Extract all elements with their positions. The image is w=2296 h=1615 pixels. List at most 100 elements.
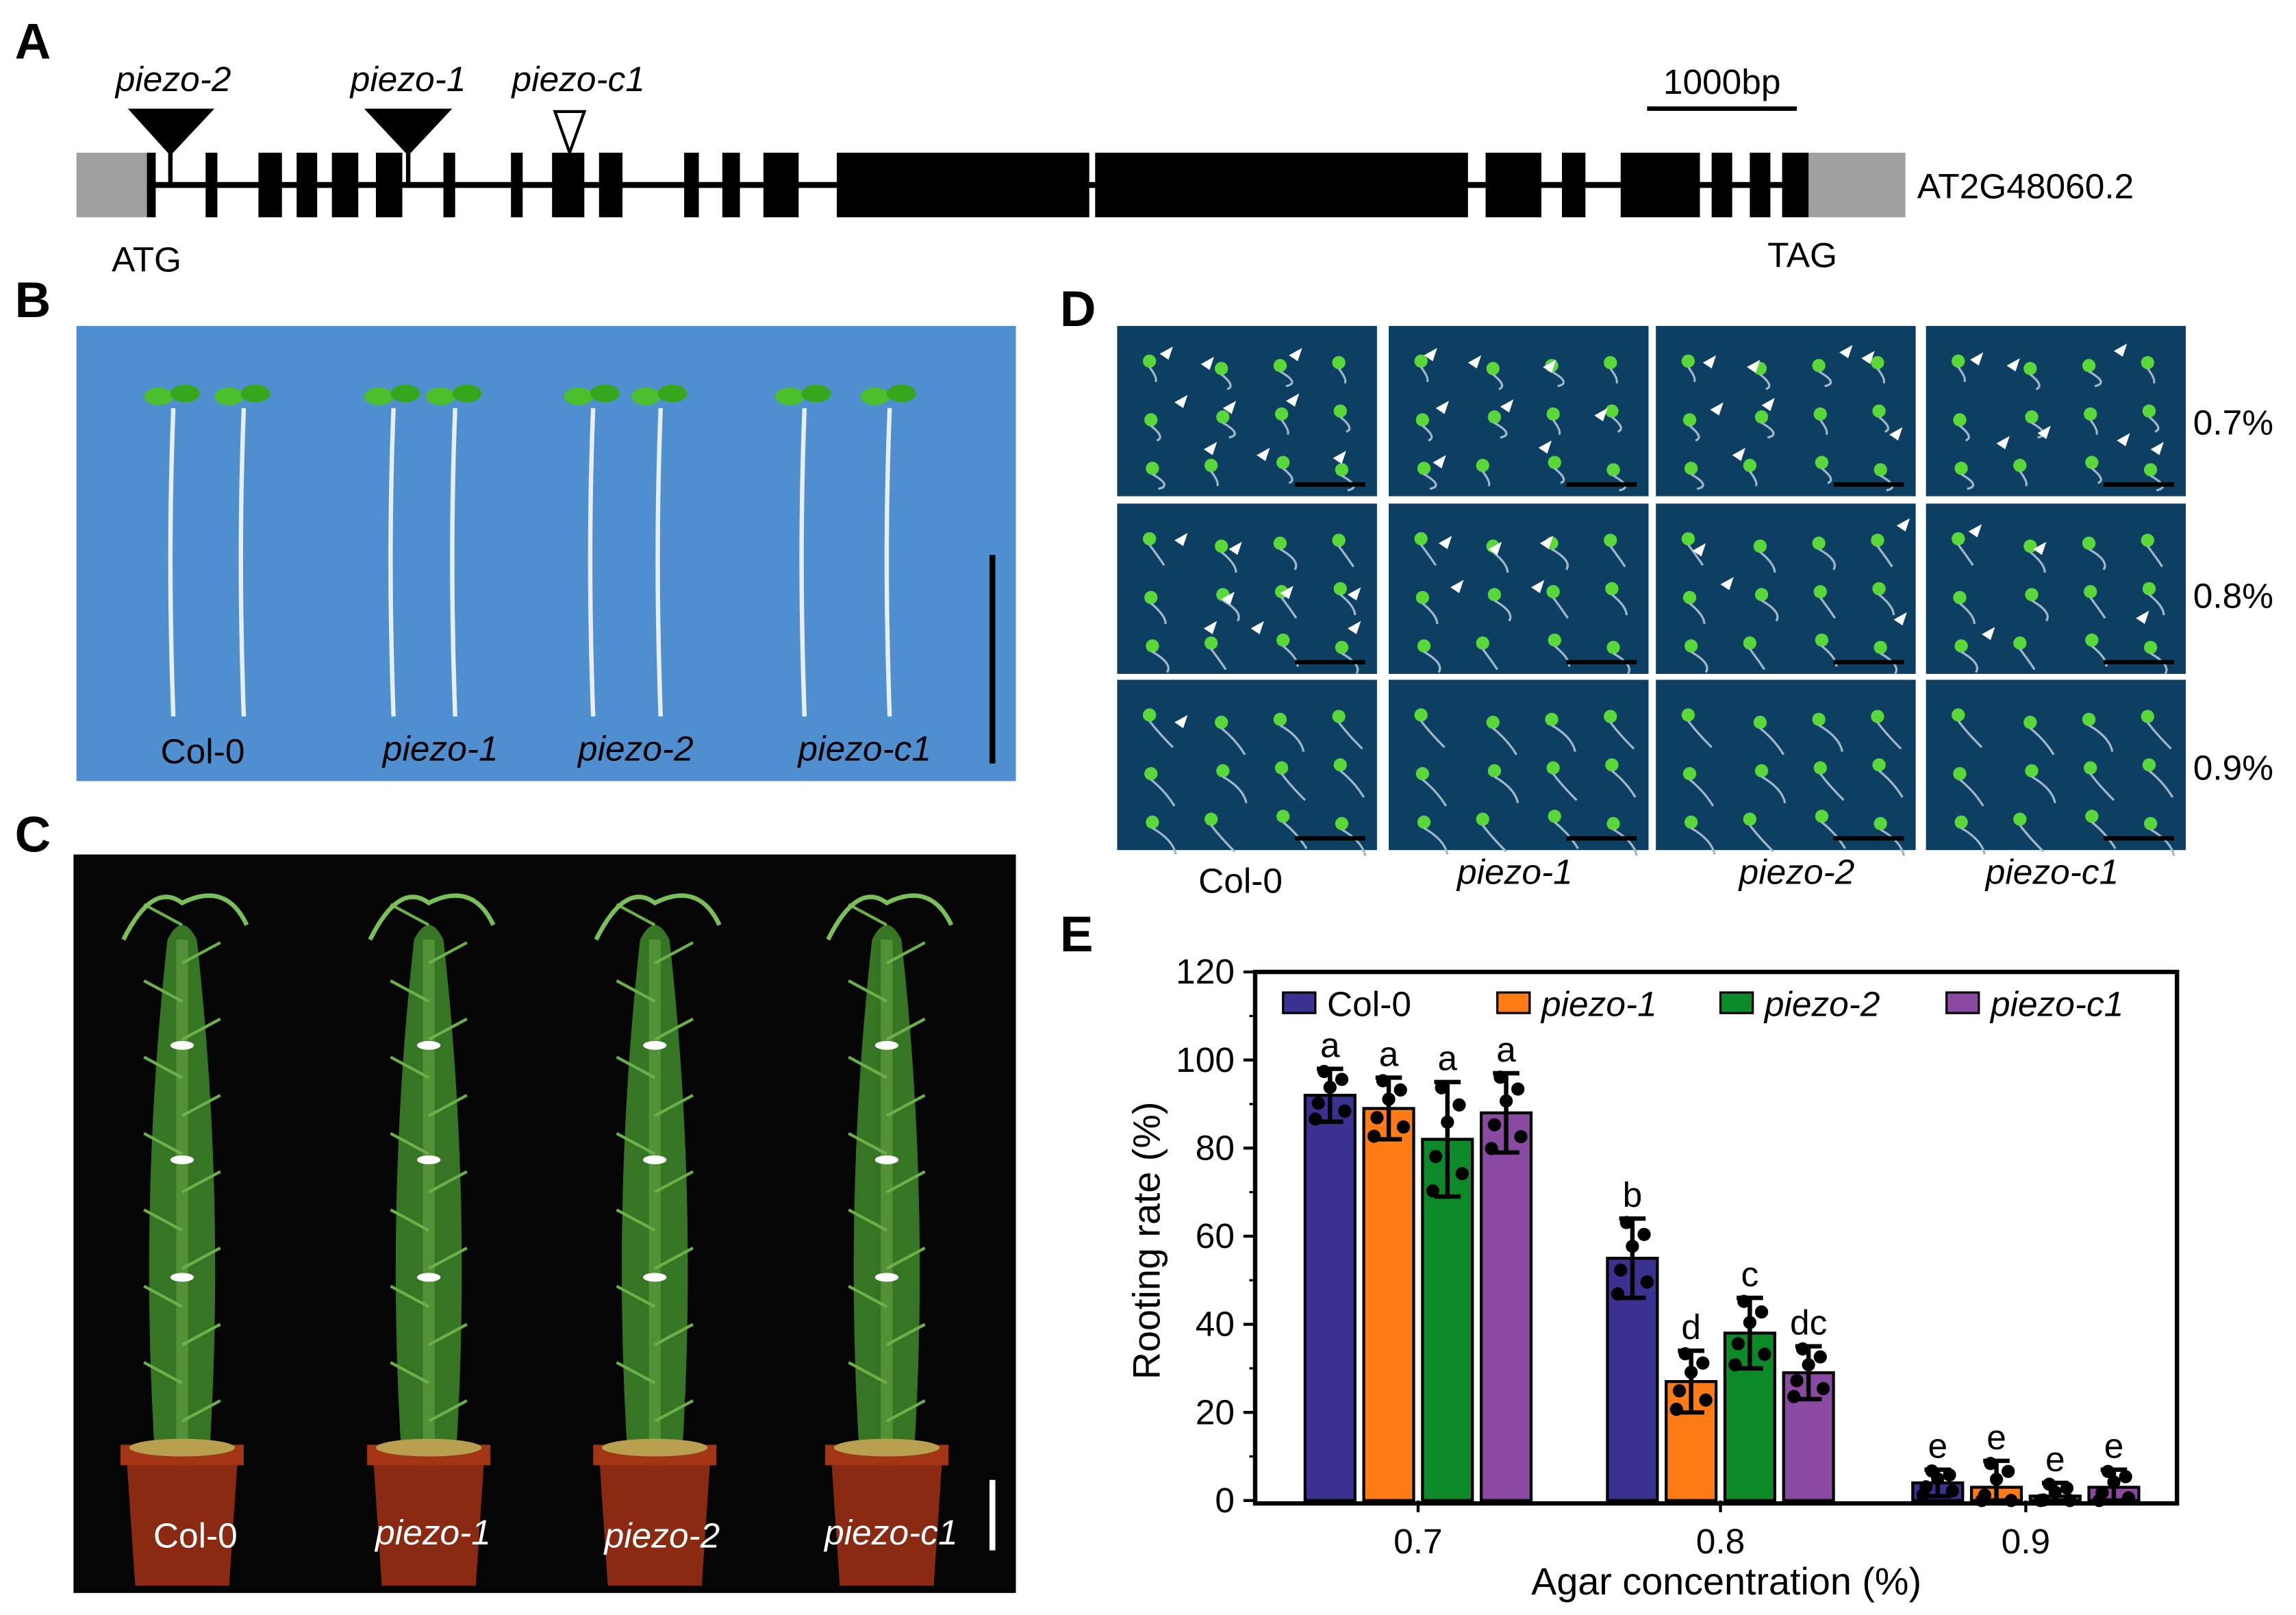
arrowhead-marker <box>2117 433 2130 447</box>
legend-label: piezo-c1 <box>1989 984 2123 1023</box>
significance-letter: e <box>2104 1426 2124 1466</box>
plants <box>120 893 954 1586</box>
replicate-dot <box>1429 1149 1443 1164</box>
arrowhead-marker <box>2150 442 2164 455</box>
plant-label-col-0: Col-0 <box>153 1515 238 1555</box>
arrowhead-marker <box>1969 352 1984 366</box>
replicate-dot <box>1493 1071 1507 1084</box>
replicate-dot <box>1758 1347 1771 1361</box>
bar-group-item: b <box>1606 1175 1659 1502</box>
plate <box>1389 503 1649 675</box>
plate <box>1926 679 2186 857</box>
panel-d-letter: D <box>1060 281 1096 337</box>
arrowhead-marker <box>1435 401 1449 414</box>
replicate-dot <box>1511 1082 1525 1096</box>
seedling <box>564 384 620 717</box>
replicate-dot <box>2119 1470 2132 1483</box>
replicate-dot <box>1790 1374 1804 1388</box>
replicate-dot <box>1499 1094 1513 1108</box>
plate-genotype-piezo-c1: piezo-c1 <box>1984 851 2119 891</box>
replicate-dot <box>2092 1494 2106 1507</box>
utr-5prime <box>76 152 147 218</box>
significance-letter: e <box>1928 1426 1947 1466</box>
insertion-label-piezo-c1: piezo-c1 <box>511 59 645 99</box>
legend-swatch <box>1719 991 1754 1014</box>
arrowhead-marker <box>1222 401 1237 414</box>
seedling <box>214 384 270 717</box>
arrowhead-marker <box>1438 536 1452 549</box>
replicate-dot <box>2034 1494 2047 1507</box>
replicate-dot <box>2101 1464 2115 1478</box>
replicate-dot <box>1370 1111 1384 1125</box>
bar-group-item: e <box>2087 1426 2141 1507</box>
arrowhead-marker <box>1543 360 1556 373</box>
arrowhead-marker <box>1203 621 1218 635</box>
arrowhead-marker <box>1861 351 1875 364</box>
replicate-dot <box>1816 1381 1830 1396</box>
significance-letter: b <box>1623 1175 1643 1214</box>
seedling <box>775 384 831 717</box>
arrowhead-marker <box>1702 355 1717 369</box>
legend-item: piezo-2 <box>1719 984 1880 1023</box>
replicate-dot <box>1435 1081 1448 1094</box>
significance-letter: d <box>1681 1307 1701 1347</box>
plate <box>1926 325 2186 497</box>
arrowhead-marker <box>1333 451 1346 464</box>
bar-group-item: dc <box>1782 1303 1835 1502</box>
significance-letter: a <box>1496 1029 1516 1069</box>
x-axis-label: Agar concentration (%) <box>1531 1560 1921 1603</box>
y-tick-label: 40 <box>1196 1304 1235 1344</box>
replicate-dot <box>2060 1481 2074 1495</box>
replicate-dot <box>1754 1305 1769 1319</box>
replicate-dot <box>1614 1263 1628 1277</box>
arrowhead-marker <box>1710 402 1724 416</box>
plate <box>1656 325 1916 497</box>
plant-label-piezo-1: piezo-1 <box>374 1512 491 1552</box>
arrowhead-marker <box>1968 524 1982 538</box>
replicate-dot <box>1699 1393 1713 1407</box>
panel-e: E 0 20 40 60 80 100 120 0.7 0.8 0.9 a b e a d e a c e a dc… <box>1060 907 2180 1603</box>
gene-model: piezo-2 piezo-1 piezo-c1 1000bp AT2G4806… <box>76 59 2134 279</box>
replicate-dot <box>1678 1347 1692 1361</box>
insertion-piezo-2-marker <box>127 108 215 156</box>
legend-item: Col-0 <box>1282 984 1411 1023</box>
potted-plant <box>120 893 249 1586</box>
replicate-dot <box>2121 1491 2136 1505</box>
arrowhead-marker <box>1174 533 1188 547</box>
concentration-label-0-7: 0.7% <box>2193 403 2273 442</box>
arrowhead-marker <box>1257 447 1270 462</box>
replicate-dot <box>2063 1494 2077 1507</box>
arrowhead-marker <box>1488 542 1502 555</box>
replicate-dot <box>1323 1080 1337 1094</box>
utr-3prime <box>1808 152 1906 218</box>
arrowhead-marker <box>2006 358 2020 372</box>
potted-plant <box>367 893 496 1586</box>
replicate-dot <box>1452 1098 1466 1112</box>
concentration-label-0-9: 0.9% <box>2193 747 2273 787</box>
replicate-dot <box>1376 1074 1390 1088</box>
legend-swatch <box>1496 991 1531 1014</box>
bar-group-item: a <box>1479 1029 1533 1502</box>
arrowhead-marker <box>1594 408 1608 422</box>
replicate-dot <box>1731 1337 1745 1351</box>
replicate-dot <box>2004 1494 2018 1507</box>
replicate-dot <box>1787 1390 1801 1403</box>
replicate-dot <box>1317 1064 1331 1079</box>
legend-item: piezo-1 <box>1496 984 1657 1023</box>
arrowhead-marker <box>1467 355 1482 369</box>
replicate-dot <box>1426 1184 1440 1198</box>
arrowhead-marker <box>1289 348 1302 362</box>
plate-genotype-piezo-1: piezo-1 <box>1456 851 1573 891</box>
replicate-dot <box>2043 1477 2056 1491</box>
panel-c-letter: C <box>15 807 51 862</box>
replicate-dot <box>1619 1216 1633 1229</box>
replicate-dot <box>1338 1104 1352 1118</box>
plate <box>1656 679 1916 857</box>
replicate-dot <box>1335 1073 1349 1086</box>
legend-label: Col-0 <box>1327 984 1411 1023</box>
replicate-dot <box>1813 1350 1827 1364</box>
insertion-piezo-c1-marker <box>553 110 587 158</box>
replicate-dot <box>2002 1464 2015 1478</box>
significance-letter: a <box>1320 1025 1340 1064</box>
bar-group-item: a <box>1421 1038 1474 1502</box>
